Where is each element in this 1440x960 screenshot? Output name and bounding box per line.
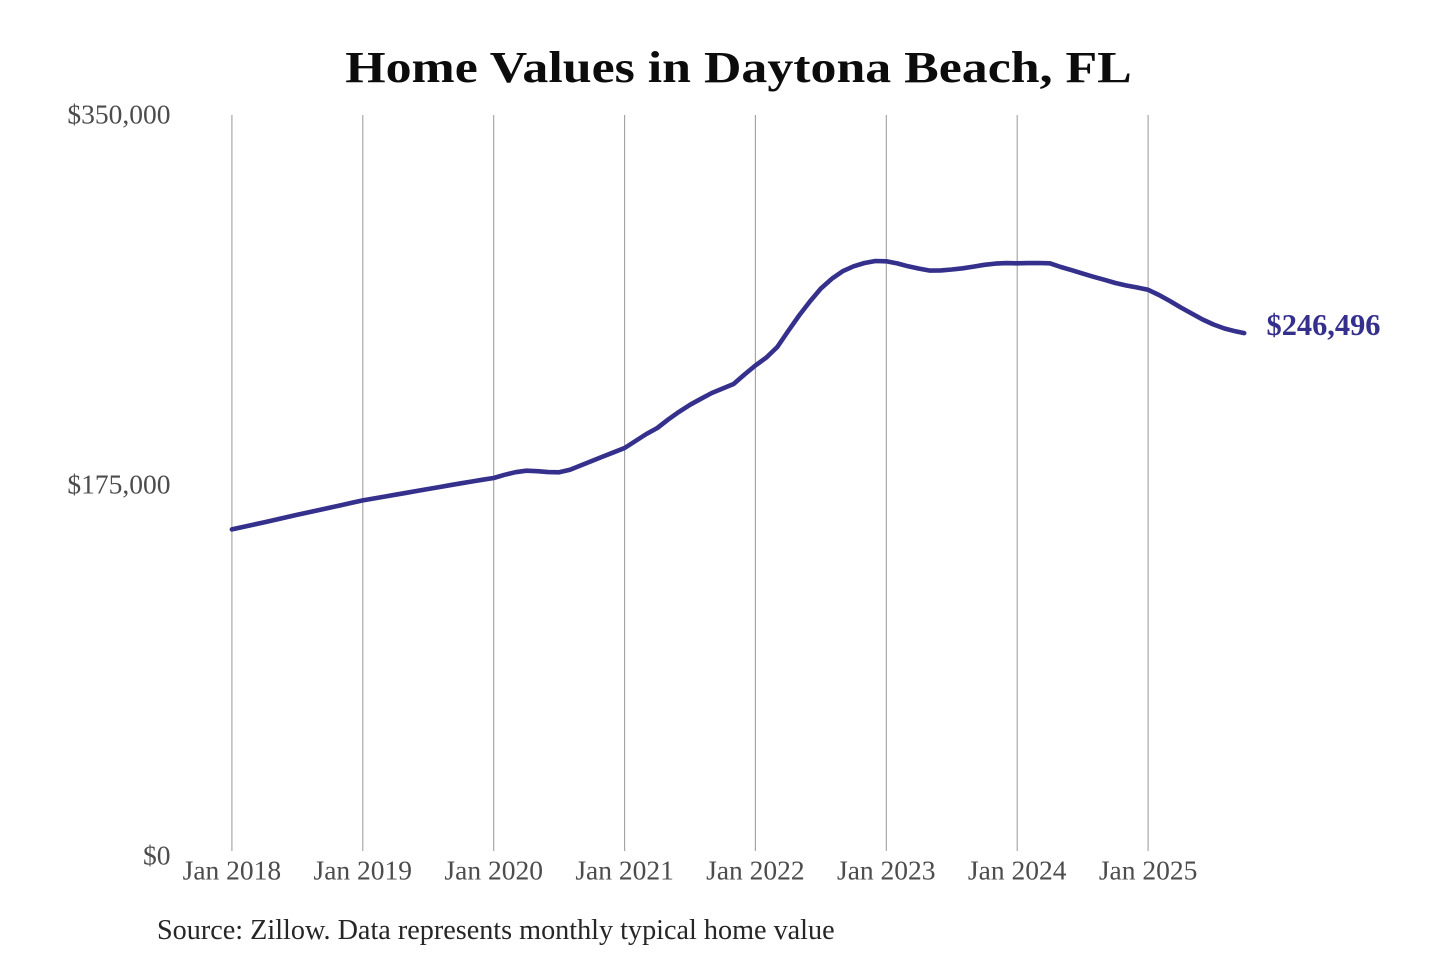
svg-text:$246,496: $246,496	[1267, 308, 1381, 342]
svg-text:Jan 2024: Jan 2024	[968, 855, 1067, 886]
svg-text:Jan 2020: Jan 2020	[444, 855, 543, 886]
svg-text:Jan 2025: Jan 2025	[1099, 855, 1198, 886]
svg-text:Jan 2022: Jan 2022	[706, 855, 805, 886]
svg-text:Jan 2023: Jan 2023	[837, 855, 936, 886]
svg-text:$350,000: $350,000	[67, 99, 170, 130]
svg-text:Home Values in Daytona Beach,: Home Values in Daytona Beach, FL	[345, 43, 1132, 92]
svg-text:Jan 2018: Jan 2018	[183, 855, 282, 886]
svg-text:Jan 2019: Jan 2019	[314, 855, 413, 886]
svg-text:$0: $0	[143, 840, 171, 871]
svg-text:Jan 2021: Jan 2021	[575, 855, 674, 886]
svg-text:Source: Zillow. Data represent: Source: Zillow. Data represents monthly …	[157, 915, 835, 946]
svg-text:$175,000: $175,000	[67, 469, 170, 500]
